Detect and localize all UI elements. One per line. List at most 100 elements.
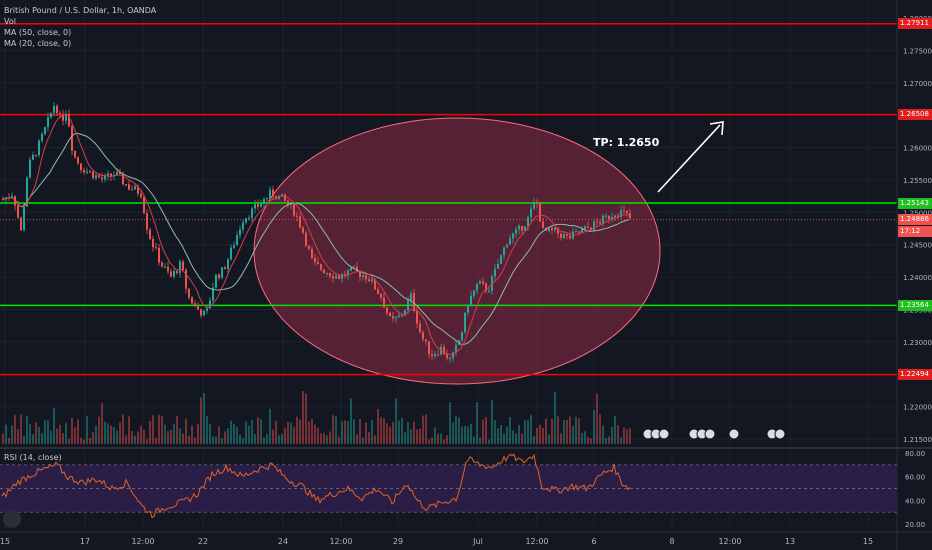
- candles: [2, 102, 631, 364]
- candle-body: [242, 222, 244, 230]
- volume-bar: [53, 408, 55, 444]
- event-icons[interactable]: [642, 428, 786, 440]
- economic-event-icon[interactable]: [728, 428, 740, 440]
- candle-body: [548, 227, 550, 231]
- volume-bar: [476, 402, 478, 444]
- volume-bar: [68, 439, 70, 444]
- time-axis[interactable]: 15 17 12:00 22 24 12:00 29 Jul 12:00 6 8 12:00 13 15: [0, 537, 873, 546]
- candle-body: [275, 196, 277, 200]
- volume-bar: [401, 417, 403, 444]
- candle-body: [530, 208, 532, 218]
- volume-bar: [548, 434, 550, 444]
- volume-bar: [161, 416, 163, 444]
- rsi-legend[interactable]: RSI (14, close): [4, 453, 62, 462]
- level-price-tag: 1.22494: [898, 369, 932, 381]
- volume-bar: [155, 437, 157, 444]
- candle-body: [485, 283, 487, 292]
- candle-body: [32, 154, 34, 160]
- volume-bar: [302, 391, 304, 444]
- volume-bar: [212, 436, 214, 444]
- volume-bar: [602, 425, 604, 444]
- volume-bar: [131, 431, 133, 444]
- volume-bar: [539, 424, 541, 444]
- candle-body: [89, 171, 91, 173]
- candle-body: [539, 203, 541, 222]
- volume-bar: [86, 415, 88, 444]
- candle-body: [281, 194, 283, 196]
- volume-bar: [332, 415, 334, 444]
- volume-bar: [11, 425, 13, 444]
- candle-body: [584, 226, 586, 230]
- volume-bar: [254, 434, 256, 444]
- candle-body: [59, 113, 61, 115]
- candle-body: [446, 354, 448, 359]
- candle-body: [122, 173, 124, 185]
- volume-bar: [128, 416, 130, 444]
- price-tick-label: 1.27500: [903, 47, 932, 55]
- range-ellipse: [253, 117, 661, 385]
- candle-body: [410, 293, 412, 301]
- volume-bar: [626, 429, 628, 444]
- symbol-title[interactable]: British Pound / U.S. Dollar, 1h, OANDA: [4, 6, 157, 15]
- candle-body: [494, 268, 496, 277]
- candle-body: [50, 112, 52, 118]
- candle-body: [383, 297, 385, 308]
- candle-body: [461, 332, 463, 341]
- time-tick-label: 22: [198, 537, 208, 546]
- economic-event-icon[interactable]: [774, 428, 786, 440]
- volume-bar: [173, 424, 175, 444]
- volume-bar: [416, 429, 418, 444]
- volume-bar: [8, 438, 10, 444]
- candle-body: [80, 163, 82, 171]
- indicator-ma50[interactable]: MA (50, close, 0): [4, 28, 72, 37]
- candle-body: [602, 215, 604, 224]
- candle-body: [335, 276, 337, 279]
- candle-body: [347, 270, 349, 276]
- volume-bar: [512, 430, 514, 444]
- volume-bar: [191, 425, 193, 444]
- volume-bar: [257, 417, 259, 444]
- volume-bar: [278, 435, 280, 444]
- candle-body: [146, 213, 148, 230]
- volume-bar: [107, 423, 109, 444]
- candle-body: [329, 273, 331, 277]
- candle-body: [614, 215, 616, 217]
- volume-bar: [533, 436, 535, 444]
- candle-body: [170, 271, 172, 277]
- candle-body: [68, 113, 70, 127]
- candle-body: [311, 248, 313, 259]
- indicator-ma20[interactable]: MA (20, close, 0): [4, 39, 72, 48]
- candle-body: [119, 171, 121, 174]
- time-tick-label: 15: [0, 537, 10, 546]
- volume-bar: [584, 431, 586, 444]
- candle-body: [353, 266, 355, 268]
- volume-bar: [158, 414, 160, 444]
- candle-body: [563, 234, 565, 238]
- volume-bar: [296, 416, 298, 444]
- economic-event-icon[interactable]: [704, 428, 716, 440]
- time-tick-label: 12:00: [329, 537, 352, 546]
- last-price-tag: 1.24886: [898, 214, 932, 226]
- volume-bar: [113, 426, 115, 444]
- horizontal-levels: [0, 23, 897, 376]
- level-price-tag: 1.26508: [898, 109, 932, 121]
- candle-body: [62, 113, 64, 121]
- indicator-vol[interactable]: Vol: [4, 17, 16, 26]
- volume-bar: [527, 420, 529, 444]
- volume-bar: [89, 437, 91, 444]
- volume-bar: [2, 433, 4, 444]
- volume-bar: [536, 427, 538, 444]
- candle-body: [608, 215, 610, 220]
- candle-body: [206, 308, 208, 311]
- economic-event-icon[interactable]: [658, 428, 670, 440]
- candle-body: [395, 317, 397, 319]
- candle-body: [398, 315, 400, 318]
- volume-bar: [23, 436, 25, 444]
- volume-bar: [305, 393, 307, 444]
- candle-body: [272, 189, 274, 197]
- candle-body: [251, 208, 253, 218]
- candle-body: [95, 175, 97, 179]
- volume-bar: [17, 429, 19, 444]
- volume-bar: [368, 431, 370, 444]
